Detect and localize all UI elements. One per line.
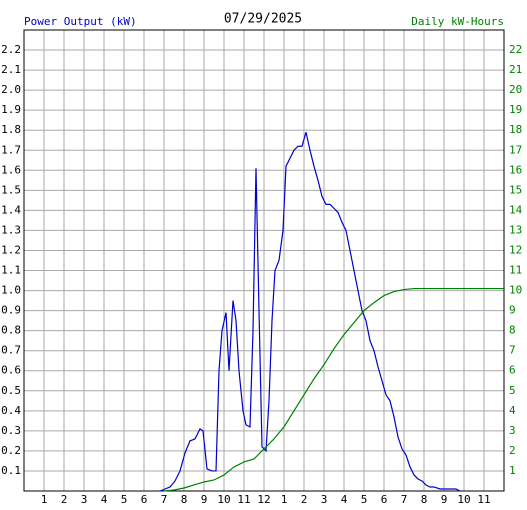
y2-tick-label: 22 [509,43,522,56]
x-tick-label: 5 [361,493,368,506]
y2-tick-label: 8 [509,324,516,337]
y-tick-label: 1.9 [1,103,21,116]
series-line [159,132,461,492]
y2-tick-label: 6 [509,364,516,377]
y2-tick-label: 2 [509,444,516,457]
y2-tick-label: 1 [509,464,516,477]
y-tick-label: 0.5 [1,384,21,397]
x-tick-label: 8 [421,493,428,506]
y-tick-label: 1.5 [1,183,21,196]
x-tick-label: 6 [381,493,388,506]
x-tick-label: 11 [237,493,250,506]
x-tick-label: 5 [121,493,128,506]
x-tick-label: 8 [181,493,188,506]
y2-tick-label: 14 [509,203,523,216]
y2-tick-label: 13 [509,223,522,236]
x-tick-label: 7 [161,493,168,506]
series-line [163,287,504,492]
plot-border [23,29,505,492]
x-tick-label: 6 [141,493,148,506]
y-tick-label: 0.8 [1,324,21,337]
y-tick-label: 1.1 [1,264,21,277]
y-tick-label: 0.7 [1,344,21,357]
y-tick-label: 0.3 [1,424,21,437]
y2-tick-label: 19 [509,103,522,116]
y-tick-label: 1.0 [1,284,21,297]
x-tick-label: 9 [201,493,208,506]
y2-tick-label: 12 [509,243,522,256]
y-tick-label: 1.2 [1,243,21,256]
y2-tick-label: 11 [509,264,522,277]
y-tick-label: 1.7 [1,143,21,156]
x-tick-label: 2 [301,493,308,506]
y-tick-label: 2.1 [1,63,21,76]
y2-tick-label: 21 [509,63,522,76]
y-tick-label: 2.2 [1,43,21,56]
x-tick-label: 2 [61,493,68,506]
y-tick-label: 1.3 [1,223,21,236]
y2-tick-label: 16 [509,163,522,176]
x-tick-label: 10 [457,493,470,506]
x-tick-label: 3 [321,493,328,506]
y2-tick-label: 18 [509,123,522,136]
y-tick-label: 1.6 [1,163,21,176]
chart-title: 07/29/2025 [224,12,302,27]
y-tick-label: 0.1 [1,464,21,477]
x-tick-label: 4 [341,493,348,506]
x-tick-label: 1 [281,493,288,506]
y-tick-label: 2.0 [1,83,21,96]
x-tick-label: 9 [441,493,448,506]
x-tick-label: 4 [101,493,108,506]
y-tick-label: 0.9 [1,304,21,317]
y-tick-label: 1.4 [1,203,21,216]
y2-axis-label: Daily kW-Hours [411,15,504,28]
x-tick-label: 12 [257,493,270,506]
y2-tick-label: 10 [509,284,522,297]
x-tick-label: 11 [477,493,490,506]
y-tick-label: 0.4 [1,404,21,417]
y2-tick-label: 7 [509,344,516,357]
y2-tick-label: 20 [509,83,522,96]
y2-tick-label: 9 [509,304,516,317]
y2-tick-label: 15 [509,183,522,196]
y2-tick-label: 4 [509,404,516,417]
y-tick-label: 0.6 [1,364,21,377]
x-tick-label: 3 [81,493,88,506]
y2-tick-label: 17 [509,143,522,156]
x-tick-label: 7 [401,493,408,506]
y2-tick-label: 3 [509,424,516,437]
y-tick-label: 0.2 [1,444,21,457]
x-tick-label: 10 [217,493,230,506]
y2-tick-label: 5 [509,384,516,397]
y-tick-label: 1.8 [1,123,21,136]
y-axis-label: Power Output (kW) [24,15,137,28]
x-tick-label: 1 [41,493,48,506]
